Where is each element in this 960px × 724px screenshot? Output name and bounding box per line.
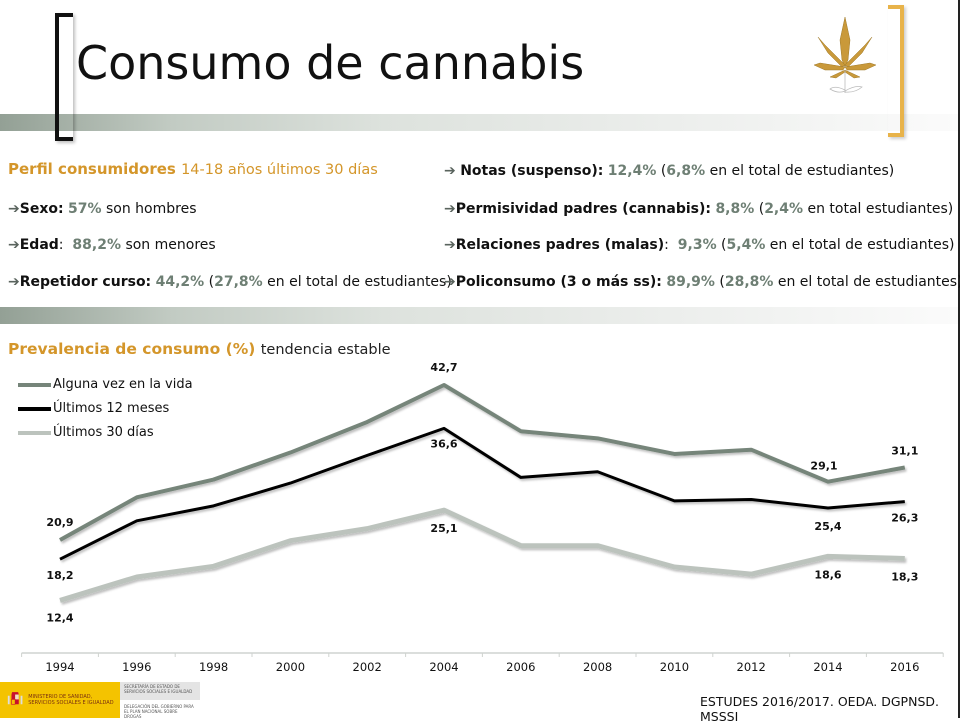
item-label: Policonsumo (3 o más ss): (456, 274, 662, 290)
prevalence-line-chart: 1994 1996 1998 2000 2002 2004 2006 2008 2010 2012… (0, 360, 960, 680)
item-text: en el total de estudiantes) (773, 274, 960, 290)
x-tick-label: 2008 (583, 660, 612, 674)
item-text: en el total de estudiantes) (263, 274, 452, 290)
item-value: 9,3% (678, 237, 717, 253)
item-value-total: 28,8% (725, 274, 774, 290)
data-label: 36,6 (430, 437, 457, 450)
profile-item-permisividad: ➔Permisividad padres (cannabis): 8,8% (2… (444, 201, 953, 217)
title-bracket-right (888, 5, 904, 137)
item-label: Permisividad padres (cannabis): (456, 201, 711, 217)
ministry-logo-yellow: MINISTERIO DE SANIDAD, SERVICIOS SOCIALE… (0, 682, 120, 718)
item-text: son menores (121, 237, 216, 253)
x-tick-label: 2016 (890, 660, 919, 674)
item-value-total: 6,8% (666, 163, 705, 179)
arrow-right-icon: ➔ (444, 163, 456, 179)
arrow-right-icon: ➔ (8, 237, 20, 253)
item-value: 89,9% (666, 274, 715, 290)
arrow-right-icon: ➔ (444, 274, 456, 290)
x-tick-label: 2000 (276, 660, 305, 674)
series-line-0 (60, 385, 905, 540)
arrow-right-icon: ➔ (444, 201, 456, 217)
data-label: 12,4 (46, 611, 73, 624)
item-value: 8,8% (715, 201, 754, 217)
profile-item-notas: ➔ Notas (suspenso): 12,4% (6,8% en el to… (444, 163, 894, 179)
item-value: 44,2% (156, 274, 205, 290)
arrow-right-icon: ➔ (8, 201, 20, 217)
ministry-logo: MINISTERIO DE SANIDAD, SERVICIOS SOCIALE… (0, 682, 200, 718)
item-label: Edad (20, 237, 59, 253)
item-colon: : (59, 237, 64, 253)
arrow-right-icon: ➔ (444, 237, 456, 253)
item-value-total: 2,4% (764, 201, 803, 217)
x-tick-label: 2010 (660, 660, 689, 674)
item-value: 12,4% (608, 163, 657, 179)
item-open: ( (717, 237, 727, 253)
slide-title: Consumo de cannabis (76, 36, 584, 90)
arrow-right-icon: ➔ (8, 274, 20, 290)
cannabis-leaf-icon (810, 15, 880, 105)
item-label: Sexo: (20, 201, 64, 217)
profile-item-relaciones: ➔Relaciones padres (malas): 9,3% (5,4% e… (444, 237, 954, 253)
data-label: 31,1 (891, 444, 918, 457)
item-label: Notas (suspenso): (460, 163, 603, 179)
item-value-total: 5,4% (727, 237, 766, 253)
profile-item-edad: ➔Edad: 88,2% son menores (8, 237, 216, 253)
item-label: Relaciones padres (malas) (456, 237, 664, 253)
item-text: en total estudiantes) (803, 201, 953, 217)
item-text: en el total de estudiantes) (705, 163, 894, 179)
item-text: en el total de estudiantes) (765, 237, 954, 253)
x-tick-label: 1998 (199, 660, 228, 674)
data-label: 25,4 (814, 520, 841, 533)
data-label: 29,1 (810, 460, 837, 473)
profile-heading-subtitle: 14-18 años últimos 30 días (181, 162, 378, 178)
prevalence-heading: Prevalencia de consumo (%) tendencia est… (8, 340, 391, 358)
x-tick-label: 2004 (429, 660, 458, 674)
item-text: son hombres (102, 201, 197, 217)
data-label: 42,7 (430, 361, 457, 374)
x-tick-label: 1996 (122, 660, 151, 674)
prevalence-heading-subtitle: tendencia estable (261, 342, 391, 358)
prevalence-heading-title: Prevalencia de consumo (%) (8, 340, 255, 358)
profile-item-sexo: ➔Sexo: 57% son hombres (8, 201, 196, 217)
series-line-2 (60, 510, 905, 600)
x-tick-label: 2012 (737, 660, 766, 674)
item-open: ( (204, 274, 214, 290)
header-band (0, 114, 958, 131)
source-note: ESTUDES 2016/2017. OEDA. DGPNSD. MSSSI (700, 694, 960, 724)
section-band (0, 307, 958, 324)
x-tick-label: 2014 (813, 660, 842, 674)
item-value: 57% (68, 201, 102, 217)
item-open: ( (715, 274, 725, 290)
data-label: 18,2 (46, 569, 73, 582)
x-tick-label: 1994 (45, 660, 74, 674)
series-line-1 (60, 428, 905, 559)
item-open: ( (656, 163, 666, 179)
coat-of-arms-icon (6, 685, 24, 715)
item-value: 88,2% (72, 237, 121, 253)
ministry-name: MINISTERIO DE SANIDAD, SERVICIOS SOCIALE… (28, 694, 120, 706)
item-label: Repetidor curso: (20, 274, 151, 290)
ministry-logo-secondary: SECRETARÍA DE ESTADO DE SERVICIOS SOCIAL… (120, 682, 200, 718)
profile-heading-title: Perfil consumidores (8, 160, 176, 178)
profile-item-repetidor: ➔Repetidor curso: 44,2% (27,8% en el tot… (8, 274, 452, 290)
x-tick-label: 2002 (353, 660, 382, 674)
data-label: 18,3 (891, 570, 918, 583)
x-tick-label: 2006 (506, 660, 535, 674)
delegacion-name: DELEGACIÓN DEL GOBIERNO PARA EL PLAN NAC… (120, 700, 200, 718)
secretaria-name: SECRETARÍA DE ESTADO DE SERVICIOS SOCIAL… (120, 682, 200, 700)
item-open: ( (754, 201, 764, 217)
profile-item-policonsumo: ➔Policonsumo (3 o más ss): 89,9% (28,8% … (444, 274, 960, 290)
data-label: 18,6 (814, 568, 841, 581)
item-colon: : (664, 237, 669, 253)
data-label: 25,1 (430, 522, 457, 535)
data-label: 20,9 (46, 516, 73, 529)
title-bracket-left (55, 13, 73, 141)
data-label: 26,3 (891, 512, 918, 525)
profile-heading: Perfil consumidores 14-18 años últimos 3… (8, 160, 378, 178)
item-value-total: 27,8% (214, 274, 263, 290)
